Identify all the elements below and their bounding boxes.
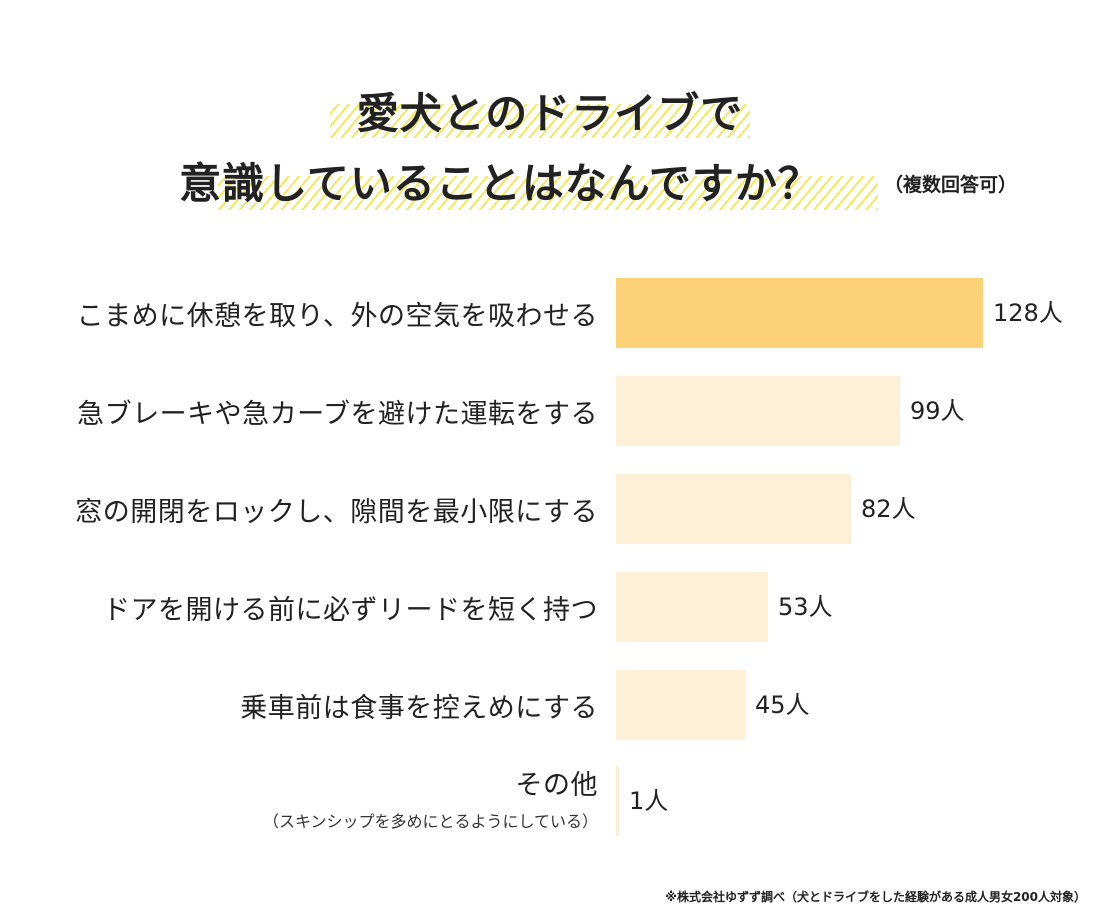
category-label-text: 乗車前は食事を控えめにする	[240, 692, 598, 724]
category-label: ドアを開ける前に必ずリードを短く持つ	[103, 572, 598, 642]
bar-value-label: 53人	[778, 593, 833, 621]
bar-value-label: 99人	[910, 397, 965, 425]
title-highlight-stripe	[330, 104, 750, 138]
bar-row: こまめに休憩を取り、外の空気を吸わせる 128人	[0, 278, 1100, 348]
bar-row: その他 （スキンシップを多めにとるようにしている） 1人	[0, 766, 1100, 836]
category-label: 窓の開閉をロックし、隙間を最小限にする	[75, 474, 598, 544]
category-label: その他 （スキンシップを多めにとるようにしている）	[263, 762, 598, 832]
bar-row: 窓の開閉をロックし、隙間を最小限にする 82人	[0, 474, 1100, 544]
chart-title-line-1: 愛犬とのドライブで	[356, 89, 744, 138]
bar-value-label: 82人	[861, 495, 916, 523]
category-label-text: こまめに休憩を取り、外の空気を吸わせる	[76, 300, 598, 332]
bar	[616, 376, 900, 446]
category-sublabel: （スキンシップを多めにとるようにしている）	[262, 811, 598, 831]
bar-row: 急ブレーキや急カーブを避けた運転をする 99人	[0, 376, 1100, 446]
bar	[616, 572, 768, 642]
chart-title-line-2: 意識していることはなんですか？	[179, 159, 821, 208]
category-label-text: その他	[515, 769, 598, 801]
category-label: 急ブレーキや急カーブを避けた運転をする	[77, 376, 598, 446]
bar	[616, 474, 851, 544]
bar	[616, 766, 619, 836]
category-label: 乗車前は食事を控えめにする	[240, 670, 598, 740]
category-label-text: ドアを開ける前に必ずリードを短く持つ	[103, 594, 598, 626]
category-label-text: 窓の開閉をロックし、隙間を最小限にする	[75, 496, 598, 528]
bar-row: 乗車前は食事を控えめにする 45人	[0, 670, 1100, 740]
bar-value-label: 45人	[755, 691, 810, 719]
bar	[616, 278, 983, 348]
title-highlight-stripe	[218, 176, 878, 210]
source-footnote: ※株式会社ゆずず調べ（犬とドライブをした経験がある成人男女200人対象）	[665, 890, 1086, 904]
bar	[616, 670, 745, 740]
category-label-text: 急ブレーキや急カーブを避けた運転をする	[77, 398, 598, 430]
chart-title-note: （複数回答可）	[884, 174, 1018, 196]
bar-value-label: 1人	[629, 787, 669, 815]
chart-title-area: 愛犬とのドライブで 意識していることはなんですか？ （複数回答可）	[0, 0, 1100, 240]
category-label: こまめに休憩を取り、外の空気を吸わせる	[77, 278, 598, 348]
bar-row: ドアを開ける前に必ずリードを短く持つ 53人	[0, 572, 1100, 642]
bar-value-label: 128人	[993, 299, 1063, 327]
